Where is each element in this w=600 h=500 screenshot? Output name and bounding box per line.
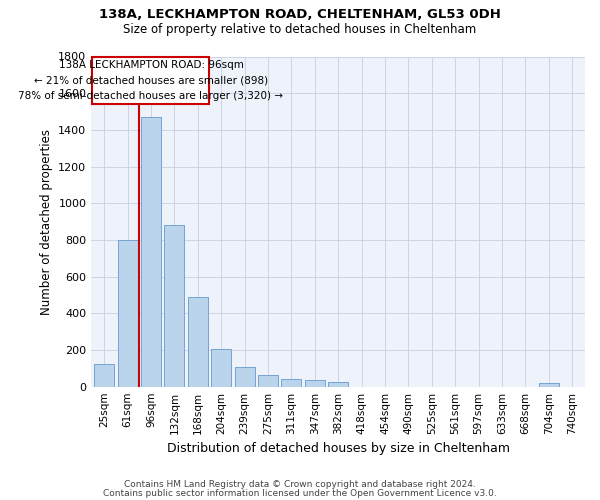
Bar (164, 226, 184, 386)
Bar (211, 349, 231, 387)
Bar (92, 56, 209, 104)
X-axis label: Distribution of detached houses by size in Cheltenham: Distribution of detached houses by size … (167, 442, 509, 455)
Text: Size of property relative to detached houses in Cheltenham: Size of property relative to detached ho… (124, 22, 476, 36)
Bar (305, 380, 325, 386)
Text: 138A, LECKHAMPTON ROAD, CHELTENHAM, GL53 0DH: 138A, LECKHAMPTON ROAD, CHELTENHAM, GL53… (99, 8, 501, 20)
Text: Contains HM Land Registry data © Crown copyright and database right 2024.: Contains HM Land Registry data © Crown c… (124, 480, 476, 489)
Bar (539, 383, 559, 386)
Bar (141, 117, 161, 386)
Bar (235, 368, 254, 386)
Text: 138A LECKHAMPTON ROAD: 96sqm
← 21% of detached houses are smaller (898)
78% of s: 138A LECKHAMPTON ROAD: 96sqm ← 21% of de… (19, 60, 283, 101)
Bar (328, 382, 348, 386)
Y-axis label: Number of detached properties: Number of detached properties (40, 128, 53, 314)
Bar (281, 380, 301, 386)
Bar (94, 364, 114, 386)
Bar (188, 297, 208, 386)
Bar (258, 375, 278, 386)
Bar (118, 240, 137, 386)
Text: Contains public sector information licensed under the Open Government Licence v3: Contains public sector information licen… (103, 489, 497, 498)
